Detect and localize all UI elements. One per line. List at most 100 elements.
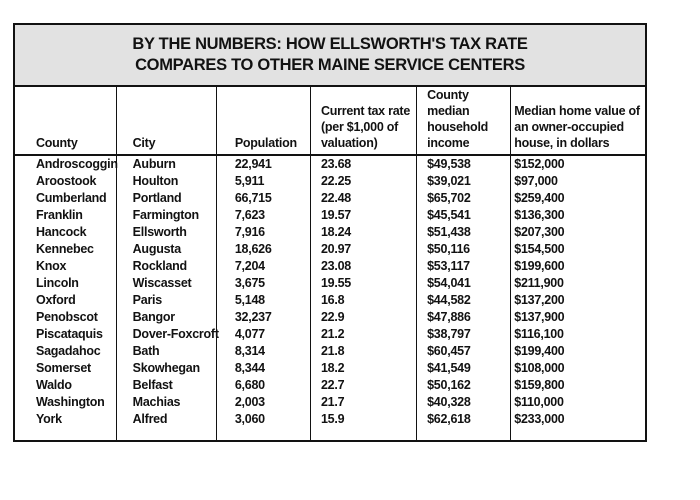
table-header: County City Population Current tax rate …: [15, 87, 645, 156]
table-row: Aroostook Houlton 5,911 22.25 $39,021 $9…: [15, 172, 645, 189]
cell-city: Alfred: [115, 410, 217, 427]
table-row: Cumberland Portland 66,715 22.48 $65,702…: [15, 189, 645, 206]
cell-population: 8,314: [215, 342, 311, 359]
cell-home-value: $137,200: [510, 291, 645, 308]
cell-income: $40,328: [416, 393, 511, 410]
cell-county: Washington: [36, 394, 105, 409]
column-header-income: County median household income: [416, 87, 511, 156]
cell-tax-rate: 18.24: [309, 223, 417, 240]
cell-city: Machias: [115, 393, 217, 410]
cell-income: $53,117: [416, 257, 511, 274]
cell-county: Aroostook: [36, 173, 97, 188]
table-row: Washington Machias 2,003 21.7 $40,328 $1…: [15, 393, 645, 410]
table-row: Sagadahoc Bath 8,314 21.8 $60,457 $199,4…: [15, 342, 645, 359]
table-row: Oxford Paris 5,148 16.8 $44,582 $137,200: [15, 291, 645, 308]
cell-county: Oxford: [36, 292, 76, 307]
column-header-population: Population: [215, 87, 311, 156]
cell-city: Paris: [115, 291, 217, 308]
tax-comparison-table: County City Population Current tax rate …: [15, 87, 645, 440]
cell-population: 22,941: [215, 155, 311, 172]
cell-income: $50,116: [416, 240, 511, 257]
cell-income: $54,041: [416, 274, 511, 291]
cell-income: $45,541: [416, 206, 511, 223]
cell-home-value: $136,300: [510, 206, 645, 223]
cell-home-value: $207,300: [510, 223, 645, 240]
cell-income: $65,702: [416, 189, 511, 206]
cell-tax-rate: 21.2: [309, 325, 417, 342]
cell-population: 2,003: [215, 393, 311, 410]
cell-tax-rate: 22.48: [309, 189, 417, 206]
cell-tax-rate: 23.68: [309, 155, 417, 172]
cell-population: [215, 427, 311, 440]
cell-city: Bangor: [115, 308, 217, 325]
cell-tax-rate: 19.55: [309, 274, 417, 291]
cell-county: York: [36, 411, 62, 426]
cell-city: Dover-Foxcroft: [115, 325, 219, 342]
cell-income: $50,162: [416, 376, 511, 393]
table-row: Kennebec Augusta 18,626 20.97 $50,116 $1…: [15, 240, 645, 257]
cell-county: Franklin: [36, 207, 83, 222]
cell-county: Cumberland: [36, 190, 107, 205]
cell-population: 66,715: [215, 189, 311, 206]
cell-home-value: $199,400: [510, 342, 645, 359]
cell-home-value: $110,000: [510, 393, 645, 410]
cell-county: Waldo: [36, 377, 72, 392]
table-row: Somerset Skowhegan 8,344 18.2 $41,549 $1…: [15, 359, 645, 376]
column-header-tax-rate: Current tax rate (per $1,000 of valuatio…: [309, 87, 417, 156]
cell-city: Ellsworth: [115, 223, 217, 240]
cell-population: 8,344: [215, 359, 311, 376]
cell-population: 7,916: [215, 223, 311, 240]
column-header-county: County: [15, 87, 117, 156]
cell-home-value: $233,000: [510, 410, 645, 427]
cell-population: 6,680: [215, 376, 311, 393]
cell-home-value: $211,900: [510, 274, 645, 291]
cell-income: $49,538: [416, 155, 511, 172]
cell-tax-rate: 22.7: [309, 376, 417, 393]
cell-tax-rate: 23.08: [309, 257, 417, 274]
cell-population: 5,911: [215, 172, 311, 189]
cell-income: $38,797: [416, 325, 511, 342]
cell-county: Knox: [36, 258, 67, 273]
cell-income: $41,549: [416, 359, 511, 376]
cell-population: 18,626: [215, 240, 311, 257]
cell-home-value: $108,000: [510, 359, 645, 376]
infographic-panel: BY THE NUMBERS: HOW ELLSWORTH'S TAX RATE…: [13, 23, 647, 442]
cell-population: 3,060: [215, 410, 311, 427]
cell-city: Bath: [115, 342, 217, 359]
cell-county: Piscataquis: [36, 326, 103, 341]
cell-population: 32,237: [215, 308, 311, 325]
cell-tax-rate: 19.57: [309, 206, 417, 223]
cell-income: $62,618: [416, 410, 511, 427]
cell-city: Rockland: [115, 257, 217, 274]
cell-tax-rate: 18.2: [309, 359, 417, 376]
table-row: Knox Rockland 7,204 23.08 $53,117 $199,6…: [15, 257, 645, 274]
table-row: Franklin Farmington 7,623 19.57 $45,541 …: [15, 206, 645, 223]
table-spacer-row: [15, 427, 645, 440]
cell-tax-rate: 22.25: [309, 172, 417, 189]
infographic-title: BY THE NUMBERS: HOW ELLSWORTH'S TAX RATE…: [15, 25, 645, 87]
cell-income: $47,886: [416, 308, 511, 325]
cell-county: Androscoggin: [36, 157, 118, 171]
cell-population: 5,148: [215, 291, 311, 308]
cell-home-value: $259,400: [510, 189, 645, 206]
cell-population: 7,623: [215, 206, 311, 223]
cell-tax-rate: 15.9: [309, 410, 417, 427]
cell-county: Lincoln: [36, 275, 79, 290]
cell-city: Auburn: [115, 155, 217, 172]
cell-home-value: $152,000: [510, 155, 645, 172]
cell-income: $60,457: [416, 342, 511, 359]
cell-population: 4,077: [215, 325, 311, 342]
cell-county: Hancock: [36, 224, 87, 239]
cell-income: $51,438: [416, 223, 511, 240]
cell-county: Sagadahoc: [36, 343, 101, 358]
cell-income: [416, 427, 511, 440]
cell-tax-rate: 21.7: [309, 393, 417, 410]
cell-city: [115, 427, 217, 440]
table-row: Hancock Ellsworth 7,916 18.24 $51,438 $2…: [15, 223, 645, 240]
table-row: Waldo Belfast 6,680 22.7 $50,162 $159,80…: [15, 376, 645, 393]
table-row: York Alfred 3,060 15.9 $62,618 $233,000: [15, 410, 645, 427]
table-body: Androscoggin Auburn 22,941 23.68 $49,538…: [15, 155, 645, 440]
table-row: Piscataquis Dover-Foxcroft 4,077 21.2 $3…: [15, 325, 645, 342]
cell-city: Portland: [115, 189, 217, 206]
cell-county: Kennebec: [36, 241, 94, 256]
